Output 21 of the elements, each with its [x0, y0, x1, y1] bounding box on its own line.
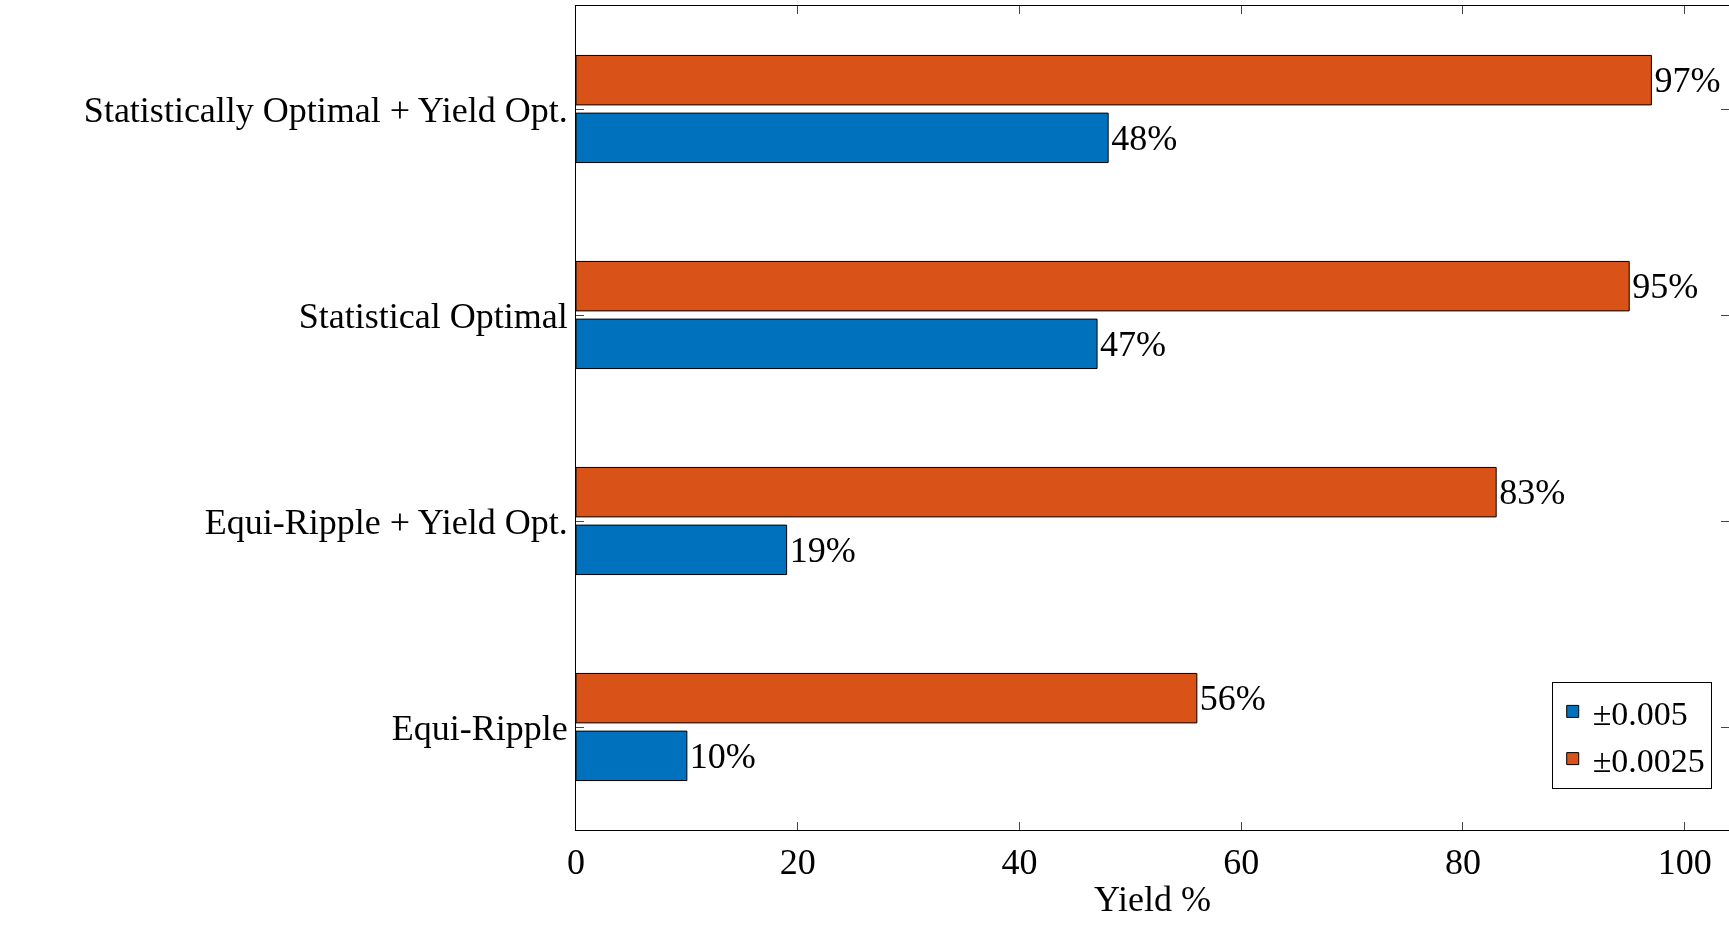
data-label: 56% — [1199, 678, 1266, 719]
x-axis-title: Yield % — [1094, 878, 1211, 919]
y-tick-label: Statistical Optimal — [298, 295, 568, 336]
x-tick-label: 60 — [1223, 842, 1260, 883]
y-tick-label: Equi-Ripple + Yield Opt. — [204, 501, 568, 542]
y-tick-label: Equi-Ripple — [391, 707, 568, 748]
data-label: 95% — [1632, 266, 1699, 307]
data-label: 19% — [789, 529, 856, 570]
legend-label: ±0.005 — [1592, 694, 1688, 732]
data-label: 48% — [1111, 117, 1178, 158]
x-tick-label: 40 — [1001, 842, 1038, 883]
y-tick-label: Statistically Optimal + Yield Opt. — [83, 89, 568, 130]
data-label: 47% — [1100, 323, 1167, 364]
data-label: 10% — [689, 735, 756, 776]
x-tick-label: 20 — [779, 842, 816, 883]
x-tick-label: 100 — [1657, 842, 1712, 883]
data-label: 97% — [1654, 60, 1721, 101]
data-label: 83% — [1499, 472, 1566, 513]
x-tick-label: 80 — [1444, 842, 1481, 883]
legend-label: ±0.0025 — [1592, 741, 1705, 779]
x-tick-label: 0 — [567, 842, 585, 883]
